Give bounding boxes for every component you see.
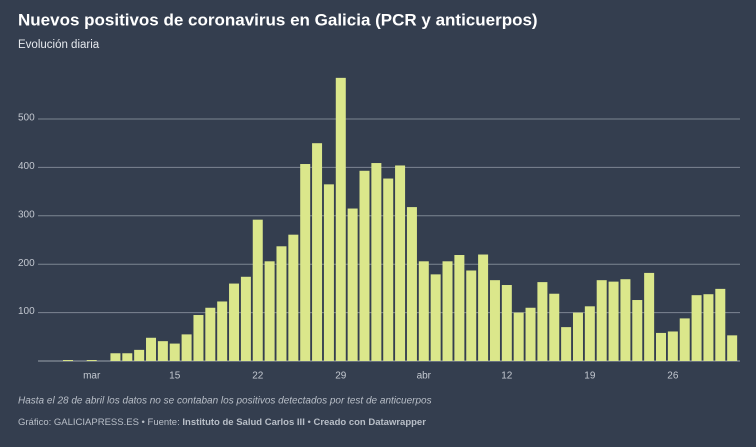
y-tick-label: 400 xyxy=(18,161,35,172)
bar xyxy=(193,315,204,361)
bar xyxy=(454,255,465,361)
bar xyxy=(656,332,666,361)
bar xyxy=(264,261,275,361)
bar xyxy=(276,246,287,361)
source-label: Fuente: xyxy=(148,417,180,428)
bar xyxy=(596,280,607,361)
bar xyxy=(312,143,323,361)
bar xyxy=(679,318,690,361)
bar xyxy=(86,360,97,361)
bar xyxy=(335,77,346,362)
x-tick-label: 12 xyxy=(501,371,513,382)
bar xyxy=(561,327,572,361)
bar xyxy=(442,261,453,361)
bar xyxy=(229,283,240,361)
bar xyxy=(501,285,512,361)
bar xyxy=(703,294,714,361)
bar xyxy=(205,307,216,361)
bar xyxy=(418,261,429,361)
footer: Gráfico: GALICIAPRESS.ES • Fuente: Insti… xyxy=(18,417,426,428)
bar xyxy=(691,295,702,361)
y-tick-label: 100 xyxy=(18,306,35,317)
made-with[interactable]: Creado con Datawrapper xyxy=(313,417,426,428)
bar xyxy=(727,335,738,361)
x-tick-label: mar xyxy=(83,371,101,382)
separator: • xyxy=(139,417,148,428)
x-tick-label: 26 xyxy=(667,371,679,382)
bar xyxy=(395,165,406,361)
bar xyxy=(217,301,228,361)
bar xyxy=(430,274,441,361)
bar xyxy=(169,343,180,361)
bar xyxy=(288,234,299,361)
bar xyxy=(146,337,157,361)
bar xyxy=(300,164,311,361)
note: Hasta el 28 de abril los datos no se con… xyxy=(18,396,432,407)
separator: • xyxy=(305,417,314,428)
bar xyxy=(466,270,477,361)
bar xyxy=(359,170,370,361)
y-tick-label: 500 xyxy=(18,113,35,124)
bar xyxy=(537,282,548,361)
bar xyxy=(620,279,631,361)
bar xyxy=(406,207,417,361)
bar xyxy=(525,307,536,361)
bar xyxy=(715,288,726,361)
bar xyxy=(383,178,394,361)
x-tick-label: 22 xyxy=(252,371,264,382)
bar xyxy=(181,334,192,361)
x-tick-label: 15 xyxy=(169,371,181,382)
bar xyxy=(478,254,489,361)
y-tick-label: 300 xyxy=(18,209,35,220)
x-tick-label: 19 xyxy=(584,371,596,382)
bar xyxy=(572,312,583,361)
x-tick-label: abr xyxy=(417,371,432,382)
x-tick-label: 29 xyxy=(335,371,347,382)
bar xyxy=(632,300,643,361)
chart-title: Nuevos positivos de coronavirus en Galic… xyxy=(18,10,538,29)
bar xyxy=(667,331,678,361)
bar xyxy=(549,293,560,361)
bar xyxy=(323,184,334,361)
bar xyxy=(644,272,655,361)
chart-subtitle: Evolución diaria xyxy=(18,39,100,51)
bar xyxy=(584,306,595,361)
y-tick-label: 200 xyxy=(18,258,35,269)
bar xyxy=(347,208,358,361)
credit: Gráfico: GALICIAPRESS.ES xyxy=(18,417,139,428)
bar xyxy=(489,280,500,361)
bar xyxy=(608,281,619,361)
bar xyxy=(122,353,133,361)
source[interactable]: Instituto de Salud Carlos III xyxy=(182,417,304,428)
bar xyxy=(371,163,382,361)
bar xyxy=(240,276,251,361)
bar xyxy=(252,219,263,361)
bar xyxy=(134,349,145,361)
bar xyxy=(513,312,524,361)
bar xyxy=(157,341,168,361)
bar xyxy=(110,353,121,361)
bar xyxy=(63,360,73,361)
